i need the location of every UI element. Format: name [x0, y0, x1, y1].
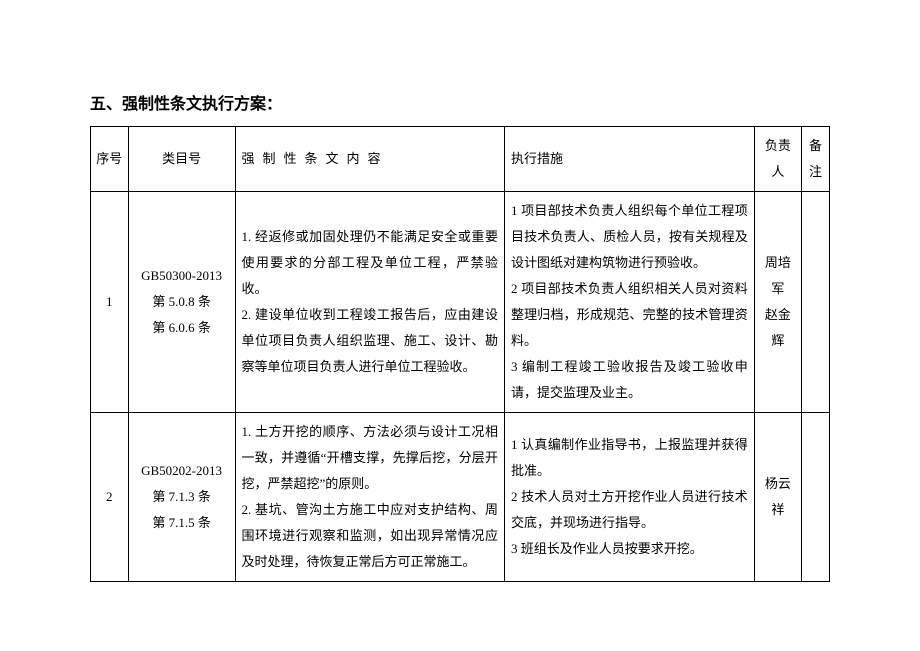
cell-content: 1. 土方开挖的顺序、方法必须与设计工况相一致，并遵循“开槽支撑，先撑后挖，分层…	[235, 413, 504, 582]
cell-category: GB50202-2013 第 7.1.3 条 第 7.1.5 条	[128, 413, 235, 582]
header-content: 强制性条文内容	[235, 127, 504, 192]
cell-person: 周培军 赵金辉	[754, 192, 801, 413]
table-header-row: 序号 类目号 强制性条文内容 执行措施 负责人 备注	[91, 127, 830, 192]
cell-seq: 2	[91, 413, 129, 582]
header-measures: 执行措施	[504, 127, 754, 192]
cell-measures: 1 认真编制作业指导书，上报监理并获得批准。 2 技术人员对土方开挖作业人员进行…	[504, 413, 754, 582]
header-remark: 备注	[802, 127, 830, 192]
cell-remark	[802, 192, 830, 413]
cell-content: 1. 经返修或加固处理仍不能满足安全或重要使用要求的分部工程及单位工程，严禁验收…	[235, 192, 504, 413]
section-title: 五、强制性条文执行方案：	[90, 90, 830, 114]
table-row: 1 GB50300-2013 第 5.0.8 条 第 6.0.6 条 1. 经返…	[91, 192, 830, 413]
cell-category: GB50300-2013 第 5.0.8 条 第 6.0.6 条	[128, 192, 235, 413]
mandatory-clause-table: 序号 类目号 强制性条文内容 执行措施 负责人 备注 1 GB50300-201…	[90, 126, 830, 582]
table-row: 2 GB50202-2013 第 7.1.3 条 第 7.1.5 条 1. 土方…	[91, 413, 830, 582]
header-person: 负责人	[754, 127, 801, 192]
cell-measures: 1 项目部技术负责人组织每个单位工程项目技术负责人、质检人员，按有关规程及设计图…	[504, 192, 754, 413]
header-seq: 序号	[91, 127, 129, 192]
cell-person: 杨云祥	[754, 413, 801, 582]
cell-remark	[802, 413, 830, 582]
header-category: 类目号	[128, 127, 235, 192]
cell-seq: 1	[91, 192, 129, 413]
